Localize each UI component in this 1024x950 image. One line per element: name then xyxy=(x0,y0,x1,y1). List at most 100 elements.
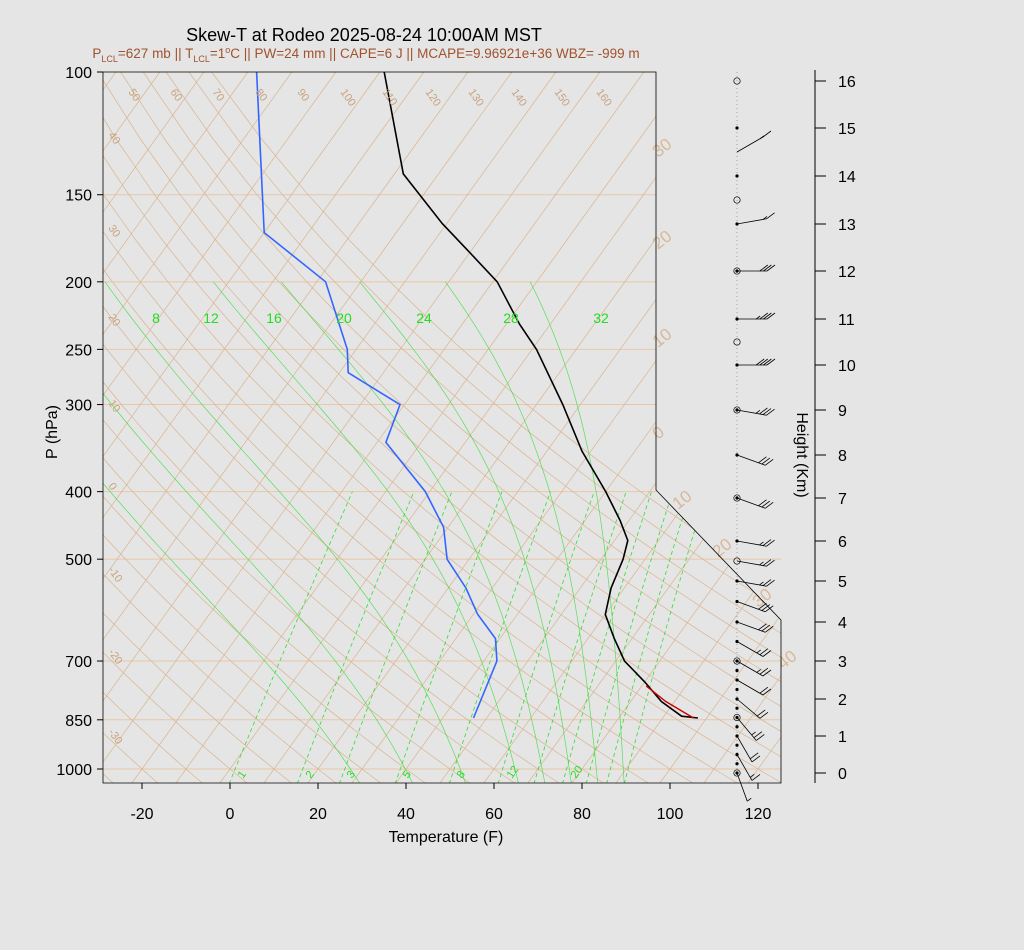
wind-level-dot xyxy=(735,762,739,766)
isotherm-line xyxy=(103,72,425,783)
mixing-ratio-bottom-label: 12 xyxy=(505,764,522,781)
wind-barb-flag xyxy=(763,312,772,320)
wind-barb-flag xyxy=(766,358,776,366)
mixing-ratio-bottom-label: 2 xyxy=(304,769,317,781)
dry-adiabat-line xyxy=(103,72,781,783)
isotherm-label: 0 xyxy=(106,481,119,493)
wind-barb-flag xyxy=(751,774,761,781)
wind-barb-half-flag xyxy=(762,216,768,220)
chart-subtitle: PLCL=627 mb || TLCL=1oC || PW=24 mm || C… xyxy=(92,45,639,64)
temperature-tick-label: 0 xyxy=(226,806,235,823)
dry-adiabat-line xyxy=(103,72,338,783)
dry-adiabat-line xyxy=(103,72,204,783)
isotherm-label: 20 xyxy=(106,312,123,329)
wind-barb-flag xyxy=(766,408,775,416)
moist-adiabat-line xyxy=(213,281,519,783)
y-axis-label: P (hPa) xyxy=(44,405,61,459)
isotherm-label: 40 xyxy=(106,130,123,147)
wind-calm-circle xyxy=(733,557,741,565)
wind-barb-flag xyxy=(766,212,775,220)
height-tick-label: 2 xyxy=(838,692,847,709)
dry-adiabat-line xyxy=(103,72,781,783)
isotherm-line xyxy=(103,72,249,783)
pressure-tick-label: 200 xyxy=(65,275,92,292)
sounding-profiles xyxy=(255,72,698,719)
isotherm-line xyxy=(103,72,337,783)
isotherm-label: 90 xyxy=(295,87,312,104)
wind-barb-staff xyxy=(736,735,753,763)
wind-barb-flag xyxy=(756,734,765,741)
temperature-tick-label: 20 xyxy=(309,806,327,823)
pressure-tick-label: 300 xyxy=(65,398,92,415)
dry-adiabat-line xyxy=(103,72,159,783)
wind-barb-flag xyxy=(764,501,774,509)
height-axis-label: Height (Km) xyxy=(793,412,810,497)
wind-barb-staff xyxy=(736,698,761,719)
wind-barb-half-flag xyxy=(759,135,765,140)
isotherm-line xyxy=(103,72,205,783)
wind-barb-flag xyxy=(758,499,767,507)
mixing-ratio-top-label: 24 xyxy=(416,310,432,326)
wind-calm-circle xyxy=(733,196,741,204)
isotherm-line xyxy=(103,72,293,783)
moist-adiabat-line xyxy=(104,281,467,783)
pressure-tick-label: 500 xyxy=(65,552,92,569)
wind-barb-flag xyxy=(759,264,769,272)
wind-barb-flag xyxy=(766,264,776,272)
parcel-profile-line xyxy=(645,685,694,719)
wind-calm-circle xyxy=(733,494,741,502)
isotherm-line xyxy=(175,72,689,783)
temperature-profile-line xyxy=(383,72,698,719)
wind-calm-circle xyxy=(733,338,741,346)
wind-barb-flag xyxy=(756,709,766,717)
dry-adiabat-line xyxy=(103,72,516,783)
wind-calm-circle xyxy=(733,713,741,722)
isotherm-label: 30 xyxy=(106,223,123,240)
isotherm-label: 60 xyxy=(168,87,185,104)
wind-level-dot xyxy=(735,668,739,673)
mixing-ratio-bottom-label: 3 xyxy=(345,769,358,781)
pressure-tick-label: 850 xyxy=(65,713,92,730)
mixing-ratio-top-label: 32 xyxy=(593,310,609,326)
wind-calm-circle xyxy=(733,406,741,414)
wind-barb-staff xyxy=(736,641,764,657)
wind-barb-flag xyxy=(762,688,772,696)
wind-barb-flag xyxy=(763,358,772,366)
temperature-tick-label: 100 xyxy=(657,806,684,823)
mixing-ratio-top-label: 12 xyxy=(203,310,219,326)
isotherm-label: 70 xyxy=(210,87,227,104)
temperature-tick-label: 40 xyxy=(397,806,415,823)
temperature-tick-label: 60 xyxy=(485,806,503,823)
dry-adiabat-line xyxy=(103,72,293,783)
dry-adiabat-line xyxy=(103,72,472,783)
wind-barb-staff xyxy=(736,717,757,741)
dry-adiabat-line xyxy=(103,72,427,783)
dry-adiabat-line xyxy=(103,72,605,783)
wind-barbs xyxy=(733,72,776,802)
wind-barb-flag xyxy=(762,669,772,677)
height-tick-label: 15 xyxy=(838,121,856,138)
wind-barb-flag xyxy=(758,602,767,610)
dry-adiabat-line xyxy=(103,72,650,783)
wind-barb-half-flag xyxy=(759,581,764,586)
wind-barb-staff xyxy=(736,136,764,153)
moist-adiabat-line xyxy=(359,281,572,783)
wind-calm-circle xyxy=(733,77,741,85)
mixing-ratio-line xyxy=(296,491,415,783)
height-tick-label: 8 xyxy=(838,448,847,465)
isotherm-line xyxy=(615,72,781,783)
mixing-ratio-bottom-label: 20 xyxy=(569,764,586,781)
wind-barb-staff xyxy=(736,580,767,587)
isotherm-label: 10 xyxy=(106,398,123,415)
temperature-tick-label: 80 xyxy=(573,806,591,823)
moist-adiabat-line xyxy=(103,281,361,783)
height-tick-label: 0 xyxy=(838,766,847,783)
dewpoint-profile-line xyxy=(255,72,498,719)
wind-level-dot xyxy=(735,725,739,729)
wind-barb-half-flag xyxy=(759,541,764,546)
wind-barb-flag xyxy=(758,456,767,464)
isobar-lines xyxy=(103,71,781,770)
